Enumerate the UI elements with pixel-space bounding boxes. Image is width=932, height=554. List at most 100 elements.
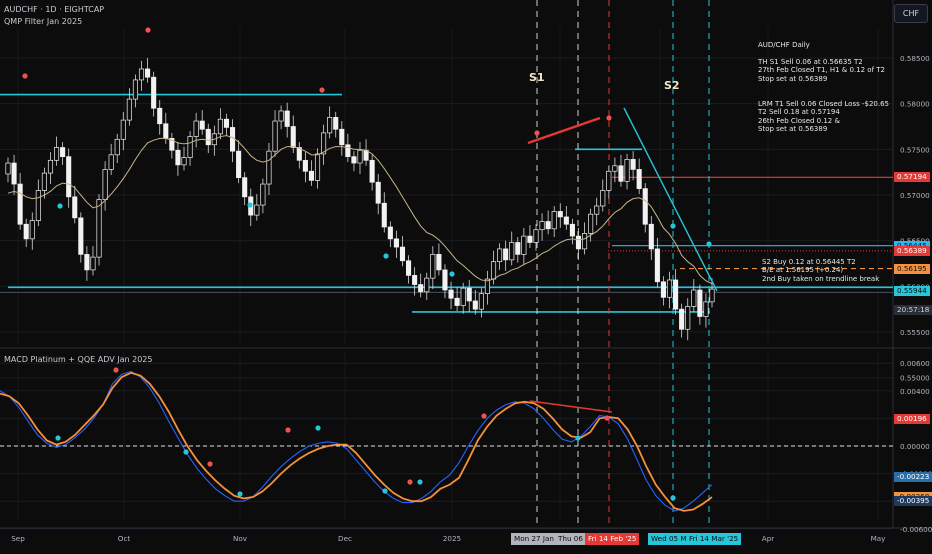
candle-body	[412, 275, 418, 285]
candle-body	[406, 260, 412, 276]
candle-body	[217, 118, 223, 135]
candle-body	[260, 183, 266, 206]
candle-body	[72, 196, 78, 219]
signal-dot	[383, 253, 389, 259]
macd-signal-dot	[183, 449, 189, 455]
candle-body	[588, 213, 594, 234]
signal-dot	[606, 115, 612, 121]
candle-body	[691, 289, 697, 307]
trade-note-line: TH S1 Sell 0.06 at 0.56635 T2	[758, 57, 863, 66]
macd-signal-dot	[382, 488, 388, 494]
trade-note-line	[758, 49, 889, 57]
candle-body	[660, 281, 666, 298]
candle-body	[169, 138, 175, 151]
candle-body	[35, 190, 41, 221]
candle-body	[618, 165, 624, 182]
candle-body	[145, 68, 151, 78]
candle-body	[357, 149, 363, 164]
candle-body	[284, 110, 290, 127]
candle-body	[666, 279, 673, 298]
signal-dot	[319, 87, 325, 93]
candle-body	[381, 202, 387, 228]
candle-body	[254, 204, 260, 216]
macd-tick-label: -0.00600	[900, 525, 932, 534]
macd-signal-dot	[575, 435, 581, 441]
candle-body	[703, 301, 709, 317]
candle-body	[430, 254, 436, 279]
candle-body	[60, 147, 66, 157]
candle-body	[557, 211, 563, 218]
candle-body	[654, 248, 660, 283]
candle-body	[236, 150, 242, 179]
candle-body	[84, 254, 90, 271]
signal-s1-label: S1	[529, 71, 545, 84]
time-tick-label: Dec	[338, 534, 352, 543]
candle-body	[685, 306, 691, 330]
candle-body	[5, 162, 11, 175]
candle-body	[308, 170, 314, 181]
macd-scale-label: -0.00223	[894, 471, 932, 482]
candle-body	[697, 289, 703, 317]
candle-body	[515, 242, 521, 255]
candle-body	[114, 138, 120, 156]
macd-signal-dot	[481, 413, 487, 419]
candle-body	[314, 153, 321, 181]
price-scale-label: 0.56389	[894, 245, 930, 256]
trade-notes-bottom: S2 Buy 0.12 at 0.56445 T2 B/E at 1.56195 …	[762, 258, 879, 283]
candle-body	[278, 110, 284, 122]
candle-body	[418, 284, 424, 293]
candle-body	[484, 278, 490, 295]
candle-body	[533, 229, 539, 243]
currency-button[interactable]: CHF	[894, 4, 928, 23]
candle-body	[181, 157, 187, 166]
candle-body	[575, 235, 582, 250]
macd-tick-label: 0.00400	[900, 387, 930, 396]
price-tick-label: 0.55000	[900, 374, 930, 383]
time-scale-label: Fri 14 Mar '25	[686, 533, 742, 545]
time-scale-label: Fri 14 Feb '25	[585, 533, 640, 545]
macd-tick-label: 0.00000	[900, 442, 930, 451]
candle-body	[23, 223, 29, 240]
time-tick-label: Nov	[233, 534, 248, 543]
trade-note-line: 26th Feb Closed 0.12 &	[758, 116, 840, 125]
time-tick-label: Sep	[11, 534, 25, 543]
trade-note-line: S2 Buy 0.12 at 0.56445 T2	[762, 258, 856, 266]
time-tick-label: Apr	[762, 534, 774, 543]
price-scale-label: 0.56195	[894, 263, 930, 274]
macd-signal-dot	[670, 495, 676, 501]
trade-note-line	[758, 91, 889, 99]
candle-body	[199, 120, 205, 130]
candle-body	[47, 159, 54, 174]
candle-body	[296, 147, 302, 161]
candle-body	[454, 297, 460, 306]
signal-dot	[670, 223, 676, 229]
candle-body	[175, 149, 181, 166]
trade-note-line: 27th Feb Closed T1, H1 & 0.12 of T2	[758, 66, 885, 75]
price-tick-label: 0.57000	[900, 191, 930, 200]
candle-body	[41, 172, 47, 191]
candle-body	[230, 127, 236, 152]
symbol-title: AUDCHF · 1D · EIGHTCAP	[4, 5, 105, 14]
candle-body	[96, 199, 102, 258]
candle-body	[187, 136, 193, 158]
s2-downtrend-trendline	[623, 107, 718, 292]
macd-signal-dot	[315, 425, 321, 431]
trade-note-line: T2 Sell 0.18 at 0.57194	[758, 108, 840, 117]
candle-body	[351, 156, 357, 164]
candle-body	[393, 238, 399, 248]
candle-body	[460, 287, 466, 306]
candle-body	[679, 308, 685, 330]
candle-body	[497, 248, 503, 263]
candle-body	[448, 289, 454, 299]
candle-body	[630, 159, 636, 170]
candle-body	[539, 221, 545, 231]
candle-body	[272, 120, 278, 152]
price-scale-label: 0.57194	[894, 172, 930, 183]
candle-body	[569, 223, 575, 237]
candle-body	[551, 211, 557, 230]
candle-body	[521, 235, 527, 255]
trade-note-line: LRM T1 Sell 0.06 Closed Loss -$20.65	[758, 99, 889, 108]
candle-body	[54, 147, 60, 161]
signal-dot	[449, 271, 455, 277]
